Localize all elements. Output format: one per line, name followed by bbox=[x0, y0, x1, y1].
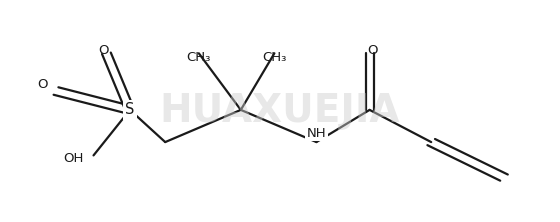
Text: O: O bbox=[37, 78, 48, 91]
Text: CH₃: CH₃ bbox=[186, 51, 211, 64]
Text: O: O bbox=[99, 44, 109, 57]
Text: HUAXUEJIA: HUAXUEJIA bbox=[160, 92, 400, 130]
Text: NH: NH bbox=[306, 127, 326, 140]
Text: O: O bbox=[367, 44, 377, 57]
Text: CH₃: CH₃ bbox=[262, 51, 287, 64]
Text: OH: OH bbox=[64, 152, 84, 165]
Text: S: S bbox=[125, 102, 134, 117]
